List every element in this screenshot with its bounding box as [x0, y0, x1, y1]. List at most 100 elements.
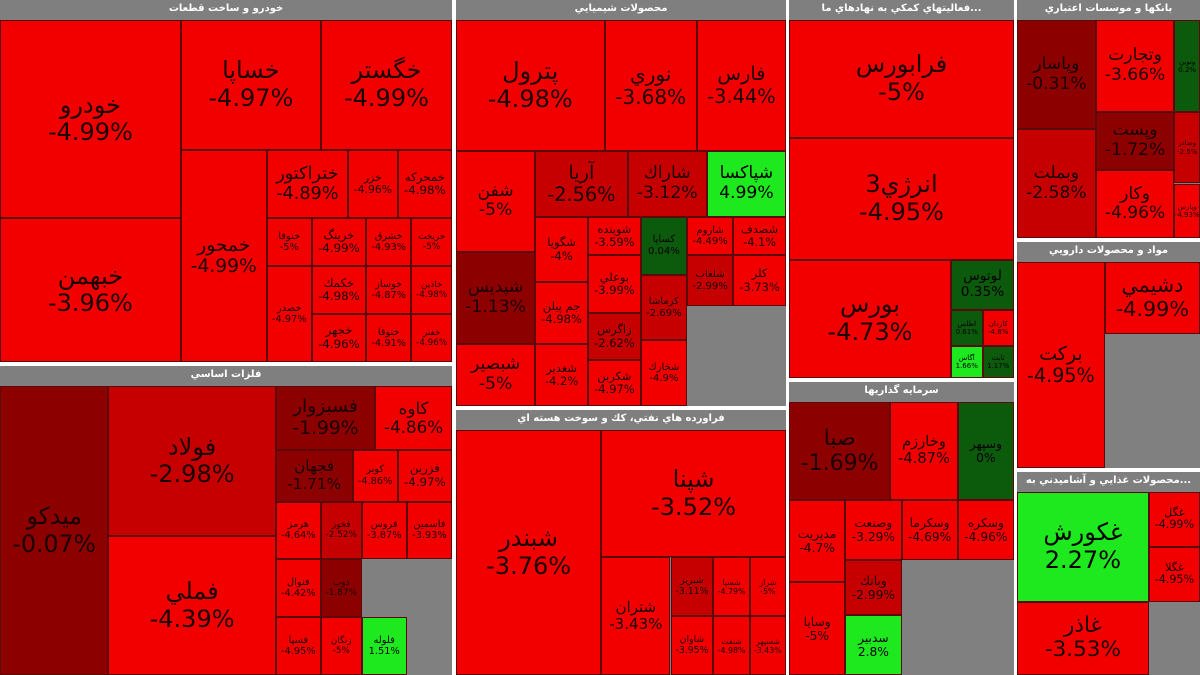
treemap-tile[interactable]: غگلا -4.95% — [1148, 546, 1200, 602]
treemap-tile[interactable]: شسپهر -3.43% — [749, 616, 786, 675]
treemap-tile[interactable]: ختوقا -4.91% — [366, 314, 412, 362]
treemap-tile[interactable]: شخارك -4.9% — [640, 340, 687, 406]
treemap-tile[interactable]: خاذين -4.98% — [411, 266, 452, 315]
treemap-tile[interactable]: شصدف -4.1% — [733, 216, 786, 256]
treemap-tile[interactable]: وپست -1.72% — [1095, 111, 1175, 171]
treemap-tile[interactable]: وپاسار -0.31% — [1017, 20, 1096, 129]
treemap-tile[interactable]: مديريت -4.7% — [789, 500, 846, 583]
treemap-tile[interactable]: آريا -2.56% — [535, 151, 628, 217]
treemap-tile[interactable]: غاذر -3.53% — [1017, 601, 1149, 675]
treemap-tile[interactable]: انرژي3 -4.95% — [789, 138, 1014, 260]
treemap-tile[interactable]: خمحركه -4.98% — [397, 149, 452, 219]
treemap-tile[interactable]: لوتوس 0.35% — [951, 259, 1014, 310]
treemap-tile[interactable]: خشرق -4.93% — [366, 218, 412, 267]
treemap-tile[interactable]: خكمك -4.98% — [311, 266, 367, 315]
treemap-tile[interactable]: شراز -5% — [749, 557, 786, 617]
treemap-tile[interactable]: خرينگ -4.99% — [311, 218, 367, 267]
treemap-tile[interactable]: ميدكو -0.07% — [0, 386, 109, 675]
treemap-tile[interactable]: جم پيلن -4.98% — [535, 282, 588, 345]
treemap-tile[interactable]: فنوال -4.42% — [275, 559, 321, 618]
treemap-tile[interactable]: شپديس -1.13% — [456, 251, 536, 345]
treemap-tile[interactable]: فزرين -4.97% — [397, 449, 452, 502]
treemap-tile[interactable]: فسپا -4.95% — [275, 617, 321, 675]
treemap-tile[interactable]: شكربن -4.97% — [588, 359, 641, 406]
treemap-tile[interactable]: شبصير -5% — [456, 344, 536, 406]
treemap-tile[interactable]: وسايا -5% — [789, 582, 846, 675]
treemap-tile[interactable]: وسكره -4.96% — [957, 500, 1014, 561]
treemap-tile[interactable]: بوعلي -3.99% — [588, 255, 641, 314]
treemap-tile[interactable]: شغدير -4.2% — [535, 344, 588, 406]
treemap-tile[interactable]: شپاكسا 4.99% — [706, 151, 786, 217]
treemap-tile[interactable]: شفن -5% — [456, 151, 536, 252]
treemap-tile[interactable]: شاراك -3.12% — [627, 151, 707, 217]
treemap-tile[interactable]: خوساز -4.87% — [366, 266, 412, 315]
treemap-tile[interactable]: كرماشا -2.69% — [640, 274, 687, 341]
treemap-tile[interactable]: صبا -1.69% — [789, 402, 891, 501]
treemap-tile[interactable]: ونوين 0.2% — [1174, 20, 1200, 112]
treemap-tile[interactable]: ختراكتور -4.89% — [266, 149, 349, 219]
treemap-tile[interactable]: وپارس -4.93% — [1174, 183, 1200, 238]
treemap-tile[interactable]: فروس -3.87% — [361, 501, 407, 560]
treemap-tile[interactable]: فرابورس -5% — [789, 20, 1014, 139]
treemap-tile[interactable]: خمحور -4.99% — [180, 149, 267, 362]
treemap-tile[interactable]: شوينده -3.59% — [588, 216, 641, 256]
treemap-tile[interactable]: هرمز -4.64% — [275, 501, 321, 560]
treemap-tile[interactable]: شپنا -3.52% — [601, 430, 786, 558]
treemap-tile[interactable]: كوير -4.86% — [352, 449, 398, 502]
treemap-tile[interactable]: نوري -3.68% — [604, 20, 697, 152]
treemap-tile[interactable]: كساپا 0.04% — [640, 216, 687, 275]
treemap-tile[interactable]: شلعاب -2.99% — [687, 255, 734, 306]
treemap-tile[interactable]: وبملت -2.58% — [1017, 129, 1096, 238]
treemap-tile[interactable]: وتجارت -3.66% — [1095, 20, 1175, 112]
treemap-tile[interactable]: پترول -4.98% — [456, 20, 605, 152]
treemap-tile[interactable]: خنوفا -5% — [266, 218, 312, 267]
treemap-tile[interactable]: وسپهر 0% — [957, 402, 1014, 501]
treemap-tile[interactable]: خزر -4.96% — [348, 149, 398, 219]
treemap-tile[interactable]: خریخت -5% — [411, 218, 452, 267]
treemap-tile[interactable]: زاگرس -2.62% — [588, 313, 641, 360]
treemap-tile[interactable]: خگستر -4.99% — [320, 20, 452, 150]
treemap-tile[interactable]: شاوان -3.95% — [670, 616, 714, 675]
treemap-tile[interactable]: فملي -4.39% — [108, 536, 276, 675]
treemap-tile[interactable]: وسكرما -4.69% — [901, 500, 958, 561]
treemap-tile[interactable]: ذوب -1.87% — [320, 559, 362, 618]
treemap-tile[interactable]: شاروم -4.49% — [687, 216, 734, 256]
treemap-tile[interactable]: ثابت 1.17% — [982, 345, 1014, 378]
treemap-tile[interactable]: وكار -4.96% — [1095, 170, 1175, 238]
treemap-tile[interactable]: وخارزم -4.87% — [890, 402, 958, 501]
treemap-tile[interactable]: زنگان -5% — [320, 617, 362, 675]
treemap-tile[interactable]: سدبير 2.8% — [845, 614, 902, 675]
treemap-tile[interactable]: آگاس 1.66% — [951, 345, 983, 378]
treemap-tile[interactable]: خفنر -4.96% — [411, 314, 452, 362]
treemap-tile[interactable]: فولاد -2.98% — [108, 386, 276, 537]
treemap-tile[interactable]: خجهر -4.96% — [311, 314, 367, 362]
treemap-tile[interactable]: غكورش 2.27% — [1017, 492, 1149, 602]
treemap-tile[interactable]: اطلس 0.61% — [951, 309, 983, 346]
treemap-tile[interactable]: شبريز -3.11% — [670, 557, 714, 617]
treemap-tile[interactable]: فجهان -1.71% — [275, 449, 353, 502]
treemap-tile[interactable]: كاوه -4.86% — [375, 386, 452, 450]
treemap-tile[interactable]: شبندر -3.76% — [456, 430, 602, 675]
treemap-tile[interactable]: وصادر -2.5% — [1174, 111, 1200, 184]
treemap-tile[interactable]: فاسمين -3.93% — [406, 501, 452, 560]
treemap-tile[interactable]: وصنعت -3.29% — [845, 500, 902, 561]
treemap-tile[interactable]: بركت -4.95% — [1017, 262, 1105, 468]
treemap-tile[interactable]: فسبزوار -1.99% — [275, 386, 376, 450]
treemap-tile[interactable]: فخوز -2.52% — [320, 501, 362, 560]
treemap-tile[interactable]: دشيمي -4.99% — [1104, 262, 1200, 335]
treemap-tile[interactable]: خساپا -4.97% — [180, 20, 321, 150]
treemap-tile[interactable]: فلوله 1.51% — [361, 617, 407, 675]
treemap-tile[interactable]: شسپا -4.79% — [713, 557, 750, 617]
treemap-tile[interactable]: خصدر -4.97% — [266, 266, 312, 362]
treemap-tile[interactable]: خودرو -4.99% — [0, 20, 181, 219]
treemap-tile[interactable]: شتران -3.43% — [601, 557, 671, 675]
treemap-tile[interactable]: كاردان -4.8% — [982, 309, 1014, 346]
treemap-tile[interactable]: وبانك -2.99% — [845, 560, 902, 615]
treemap-tile[interactable]: شگويا -4% — [535, 216, 588, 283]
treemap-tile[interactable]: غگل -4.99% — [1148, 492, 1200, 547]
treemap-tile[interactable]: خبهمن -3.96% — [0, 218, 181, 362]
treemap-tile[interactable]: كلر -3.73% — [733, 255, 786, 306]
treemap-tile[interactable]: شنفت -4.98% — [713, 616, 750, 675]
treemap-tile[interactable]: بورس -4.73% — [789, 259, 951, 378]
treemap-tile[interactable]: فارس -3.44% — [696, 20, 786, 152]
